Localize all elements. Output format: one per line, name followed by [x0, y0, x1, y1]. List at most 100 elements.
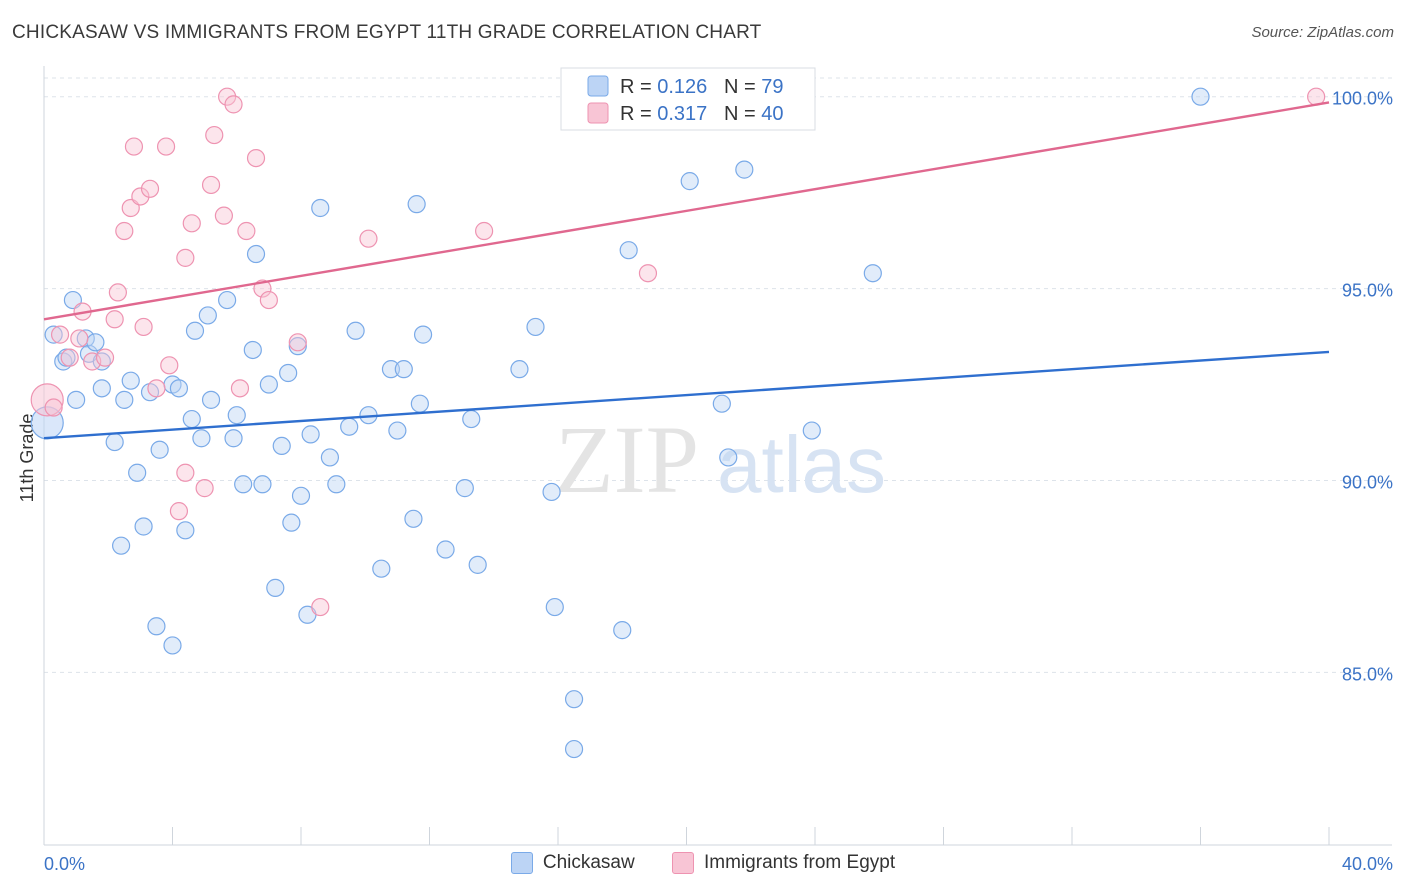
y-tick-label-90: 90.0% — [1342, 472, 1393, 492]
egypt-point — [246, 148, 266, 168]
legend-n-value-2: 40 — [761, 103, 783, 125]
egypt-point — [124, 137, 144, 156]
egypt-point — [359, 229, 378, 248]
chickasaw-point — [404, 509, 423, 528]
egypt-legend-label: Immigrants from Egypt — [704, 852, 896, 873]
egypt-point — [182, 214, 201, 233]
chickasaw-point — [185, 321, 205, 340]
chickasaw-point — [564, 739, 584, 759]
egypt-point — [160, 356, 179, 375]
chickasaw-point — [381, 360, 401, 379]
chickasaw-point — [201, 390, 221, 409]
egypt-point — [214, 206, 233, 225]
chickasaw-point — [272, 436, 291, 456]
egypt-point — [311, 597, 330, 617]
egypt-point — [44, 398, 63, 417]
legend-r-value-2: 0.317 — [657, 103, 707, 125]
bottom-legend: Chickasaw Immigrants from Egypt — [0, 852, 1406, 880]
chickasaw-point — [542, 482, 561, 502]
watermark-atlas: atlas — [717, 420, 886, 509]
chickasaw-point — [455, 479, 474, 498]
egypt-point — [156, 137, 176, 156]
chickasaw-point — [564, 690, 584, 709]
egypt-point — [131, 187, 150, 206]
chickasaw-point — [128, 463, 147, 482]
source-credit: Source: ZipAtlas.com — [1251, 24, 1394, 41]
chickasaw-point — [224, 429, 243, 448]
svg-text:R = 0.126: R = 0.126 — [620, 76, 707, 98]
chickasaw-point — [115, 390, 134, 409]
egypt-point — [176, 463, 195, 482]
bottom-legend-item-egypt: Immigrants from Egypt — [672, 852, 895, 874]
chickasaw-point — [182, 409, 201, 429]
legend-r-label-1: R = — [620, 76, 652, 98]
chickasaw-point — [163, 636, 182, 655]
y-axis-label: 11th Grade — [17, 414, 37, 503]
chickasaw-point — [253, 475, 272, 494]
chickasaw-point — [121, 371, 140, 390]
chickasaw-point — [680, 172, 699, 191]
chickasaw-point — [613, 621, 632, 640]
chickasaw-point — [510, 360, 529, 379]
chickasaw-point — [76, 329, 95, 348]
egypt-point — [115, 221, 134, 241]
svg-text:N = 79: N = 79 — [724, 76, 784, 98]
egypt-point — [195, 479, 214, 498]
legend-n-label-2: N = — [724, 103, 756, 125]
chickasaw-point — [198, 306, 217, 325]
egypt-point — [638, 264, 658, 283]
chickasaw-point — [712, 394, 731, 413]
egypt-point — [176, 248, 195, 267]
egypt-point — [475, 221, 494, 241]
chickasaw-point — [410, 394, 429, 413]
chickasaw-point — [735, 160, 754, 179]
y-tick-label-100: 100.0% — [1332, 89, 1393, 109]
chickasaw-point — [545, 597, 564, 617]
chickasaw-point — [111, 536, 131, 555]
egypt-point — [169, 502, 189, 521]
chickasaw-legend-label: Chickasaw — [542, 852, 635, 873]
egypt-point — [108, 283, 127, 302]
axes — [43, 66, 1392, 846]
trend-lines — [43, 101, 1330, 440]
legend-swatch-blue — [587, 75, 609, 97]
chickasaw-point — [468, 555, 487, 574]
chickasaw-point — [67, 390, 86, 409]
chickasaw-point — [86, 333, 105, 352]
chickasaw-point — [282, 513, 301, 532]
y-tick-labels: 85.0% 90.0% 95.0% 100.0% — [1332, 89, 1393, 685]
chickasaw-point — [192, 429, 211, 448]
chickasaw-point — [150, 440, 169, 459]
x-tick-label-max: 40.0% — [1342, 854, 1393, 874]
chickasaw-point — [259, 375, 278, 394]
legend-n-value-1: 79 — [761, 76, 783, 98]
egypt-point — [105, 310, 124, 329]
chickasaw-point — [320, 448, 340, 467]
egypt-point — [134, 317, 153, 337]
egypt-point — [237, 221, 256, 241]
chickasaw-point — [134, 517, 153, 536]
egypt-point — [50, 325, 70, 344]
chickasaw-point — [327, 475, 346, 494]
chickasaw-point — [147, 617, 166, 636]
egypt-point — [140, 179, 160, 198]
x-tick-label-min: 0.0% — [44, 854, 85, 874]
chickasaw-point — [44, 325, 63, 344]
chickasaw-point — [462, 409, 481, 429]
chickasaw-point — [526, 317, 545, 337]
chickasaw-point — [279, 363, 298, 383]
chickasaw-point — [243, 340, 262, 360]
egypt-point — [147, 379, 166, 398]
chickasaw-point — [169, 379, 189, 398]
chickasaw-point — [234, 475, 253, 494]
legend-swatch-pink — [587, 102, 609, 124]
chickasaw-point — [92, 379, 111, 398]
y-tick-label-95: 95.0% — [1342, 281, 1393, 301]
chickasaw-point — [436, 540, 455, 559]
egypt-point — [30, 383, 64, 417]
chickasaw-point — [218, 290, 237, 310]
legend-box: R = 0.126 N = 79 R = 0.317 N = 40 — [560, 67, 816, 131]
egypt-point — [95, 348, 115, 367]
egypt-point — [70, 329, 89, 348]
